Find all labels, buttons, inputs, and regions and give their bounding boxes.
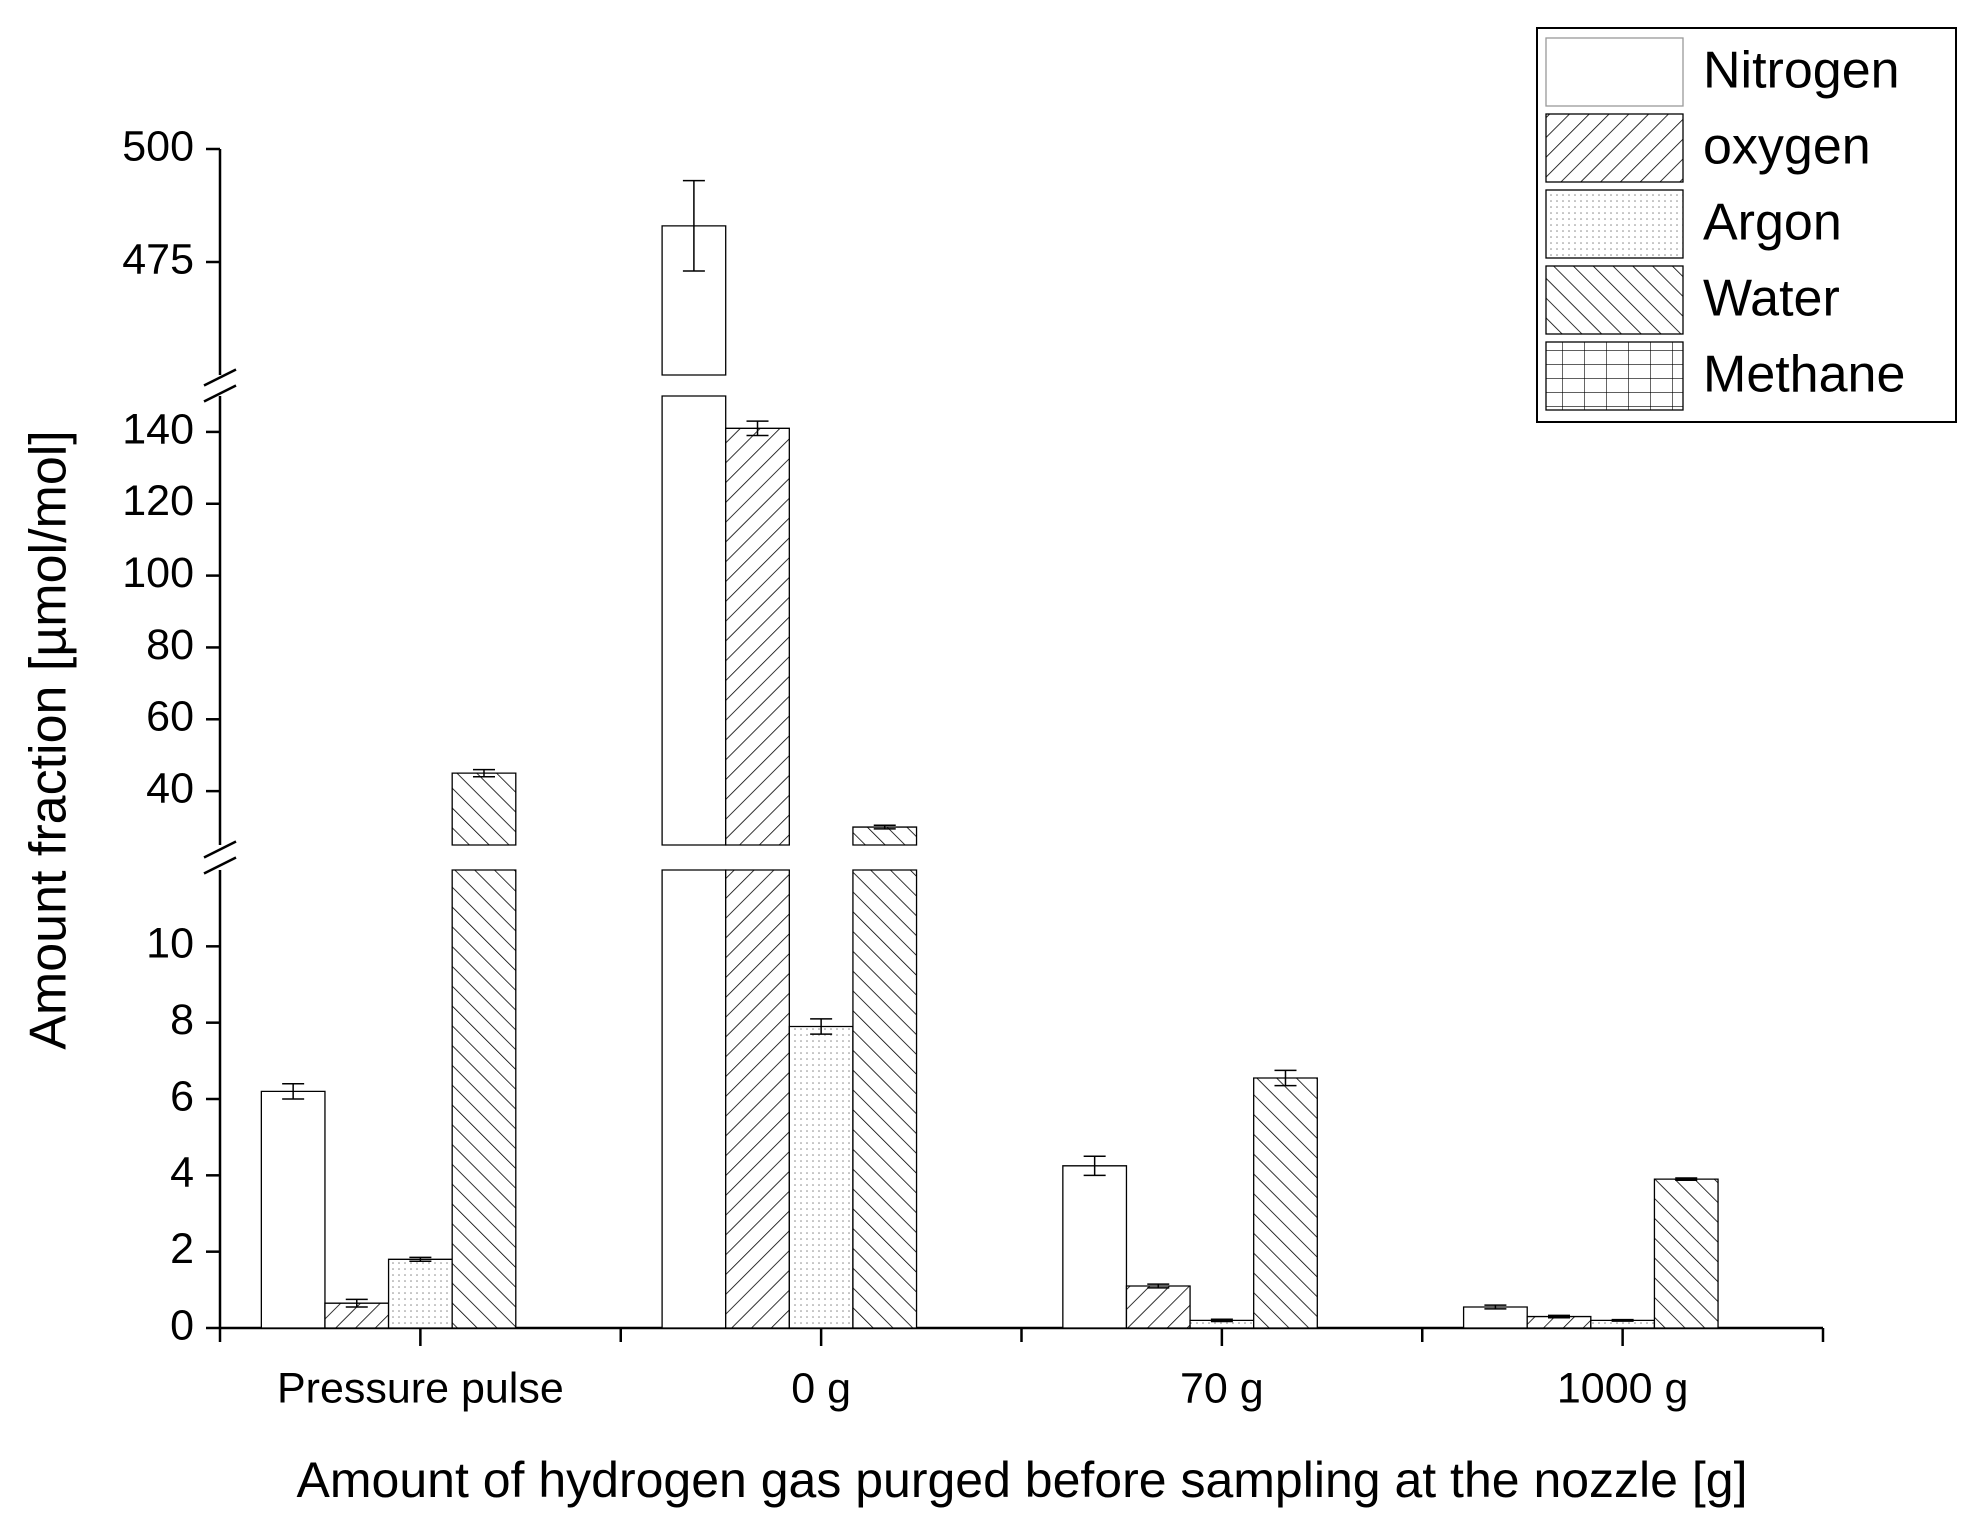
y-tick-label: 100 (122, 549, 194, 597)
legend-swatch (1545, 113, 1684, 183)
y-tick-label: 4 (170, 1149, 194, 1197)
bar (1526, 1315, 1592, 1329)
error-bar (1274, 1069, 1297, 1087)
bar (1125, 1285, 1191, 1329)
bar (451, 772, 517, 1329)
y-tick-label: 6 (170, 1072, 194, 1120)
y-tick-label: 2 (170, 1225, 194, 1273)
bar (1462, 1306, 1528, 1329)
y-tick-label: 140 (122, 405, 194, 453)
error-bar (282, 1082, 305, 1100)
bar (661, 225, 727, 1329)
bar (852, 826, 918, 1329)
bar (1062, 1165, 1128, 1329)
y-tick-label: 80 (146, 621, 194, 669)
bar (260, 1090, 326, 1329)
y-tick-label: 60 (146, 693, 194, 741)
legend-swatch (1545, 37, 1684, 107)
legend-label: Argon (1703, 194, 1842, 252)
legend-label: oxygen (1703, 118, 1871, 176)
x-tick-label: Pressure pulse (277, 1364, 564, 1412)
error-bar (1675, 1177, 1698, 1182)
x-tick-label: 1000 g (1557, 1364, 1689, 1412)
bar (788, 1025, 854, 1329)
legend-swatch (1545, 189, 1684, 259)
error-bar (345, 1298, 368, 1308)
error-bar (1548, 1314, 1571, 1319)
y-tick-label: 0 (170, 1301, 194, 1349)
x-tick-label: 0 g (791, 1364, 851, 1412)
legend-label: Nitrogen (1703, 42, 1900, 100)
x-tick-label: 70 g (1180, 1364, 1264, 1412)
y-tick-label: 40 (146, 764, 194, 812)
error-bar (746, 420, 769, 437)
y-tick-label: 10 (146, 920, 194, 968)
error-bar (1147, 1283, 1170, 1289)
y-tick-label: 475 (122, 235, 194, 283)
bar (725, 427, 790, 1329)
error-bar (1484, 1304, 1507, 1310)
bar (387, 1258, 453, 1329)
legend-label: Methane (1703, 346, 1905, 404)
bar (1653, 1178, 1719, 1329)
y-tick-label: 8 (170, 996, 194, 1044)
axis-break (203, 856, 237, 875)
error-bar (1083, 1155, 1106, 1177)
error-bar (1611, 1318, 1634, 1322)
y-tick-label: 120 (122, 477, 194, 525)
legend-label: Water (1703, 270, 1840, 328)
legend-swatch (1545, 341, 1684, 411)
error-bar (682, 179, 705, 272)
axis-break (203, 368, 237, 387)
axis-break (203, 384, 237, 403)
error-bar (1210, 1318, 1233, 1323)
error-bar (810, 1018, 833, 1035)
y-axis-title: Amount fraction [µmol/mol] (20, 430, 78, 1050)
bar (1253, 1077, 1318, 1329)
y-tick-label: 500 (122, 122, 194, 170)
error-bar (873, 824, 896, 830)
x-axis-title: Amount of hydrogen gas purged before sam… (297, 1452, 1748, 1508)
error-bar (409, 1256, 432, 1262)
axis-break (203, 840, 237, 859)
error-bar (472, 768, 495, 778)
legend-swatch (1545, 265, 1684, 335)
